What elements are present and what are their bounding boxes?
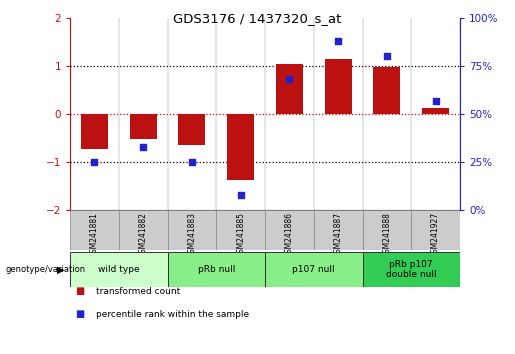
Bar <box>167 210 216 250</box>
Bar <box>167 252 265 287</box>
Bar <box>422 108 449 114</box>
Text: p107 null: p107 null <box>293 265 335 274</box>
Bar <box>325 59 352 114</box>
Text: pRb p107
double null: pRb p107 double null <box>386 260 437 279</box>
Bar <box>314 210 363 250</box>
Point <box>188 159 196 165</box>
Point <box>236 192 245 198</box>
Bar <box>179 114 205 145</box>
Point <box>90 159 98 165</box>
Point <box>285 76 294 82</box>
Text: ■: ■ <box>75 309 84 319</box>
Text: GSM241881: GSM241881 <box>90 212 99 258</box>
Text: GSM241885: GSM241885 <box>236 212 245 258</box>
Bar <box>70 252 167 287</box>
Text: ▶: ▶ <box>57 264 65 274</box>
Text: pRb null: pRb null <box>198 265 235 274</box>
Bar <box>363 210 411 250</box>
Text: transformed count: transformed count <box>96 286 180 296</box>
Bar <box>81 114 108 149</box>
Text: GSM241882: GSM241882 <box>139 212 148 258</box>
Bar <box>265 210 314 250</box>
Bar <box>227 114 254 180</box>
Text: percentile rank within the sample: percentile rank within the sample <box>96 309 249 319</box>
Text: GSM241886: GSM241886 <box>285 212 294 258</box>
Bar <box>265 252 363 287</box>
Point <box>334 38 342 44</box>
Point <box>383 53 391 59</box>
Bar <box>276 64 303 114</box>
Point <box>432 98 440 103</box>
Text: GSM241927: GSM241927 <box>431 212 440 258</box>
Text: GDS3176 / 1437320_s_at: GDS3176 / 1437320_s_at <box>174 12 341 25</box>
Text: wild type: wild type <box>98 265 140 274</box>
Bar <box>70 210 119 250</box>
Bar <box>130 114 157 139</box>
Bar <box>119 210 167 250</box>
Point <box>139 144 147 149</box>
Bar <box>411 210 460 250</box>
Text: ■: ■ <box>75 286 84 296</box>
Text: GSM241887: GSM241887 <box>334 212 342 258</box>
Text: GSM241883: GSM241883 <box>187 212 196 258</box>
Bar <box>216 210 265 250</box>
Bar <box>373 67 400 114</box>
Bar <box>363 252 460 287</box>
Text: GSM241888: GSM241888 <box>382 212 391 258</box>
Text: genotype/variation: genotype/variation <box>5 265 85 274</box>
